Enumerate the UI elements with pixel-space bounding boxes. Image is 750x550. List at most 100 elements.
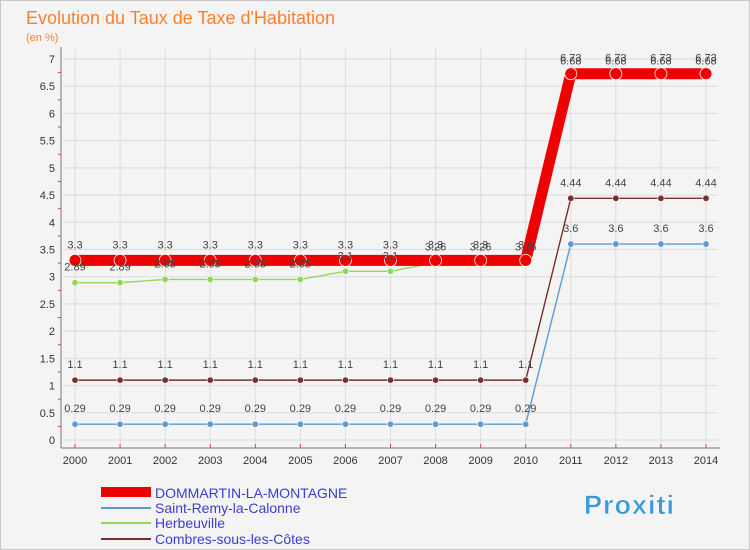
- data-label: 2.89: [64, 262, 85, 274]
- data-label: 3.3: [338, 239, 353, 251]
- data-label: 1.1: [518, 359, 533, 371]
- data-point: [657, 240, 665, 248]
- data-point: [477, 376, 485, 384]
- data-label: 3.3: [112, 239, 127, 251]
- data-point: [702, 194, 710, 202]
- data-point: [71, 376, 79, 384]
- data-point: [612, 194, 620, 202]
- data-label: 1.1: [428, 359, 443, 371]
- grid: [63, 49, 718, 448]
- data-label: 3.3: [67, 239, 82, 251]
- data-point: [384, 253, 397, 267]
- data-label: 0.29: [64, 403, 85, 415]
- data-point: [522, 420, 530, 428]
- data-label: 3.26: [425, 242, 446, 254]
- data-point: [161, 275, 169, 283]
- x-tick-label: 2008: [423, 455, 447, 467]
- data-label: 3.3: [518, 239, 533, 251]
- legend-label: Herbeuville: [155, 515, 225, 531]
- x-tick-label: 2014: [694, 455, 718, 467]
- y-tick-label: 7: [49, 54, 55, 66]
- data-point: [251, 376, 259, 384]
- data-label: 3.3: [157, 239, 172, 251]
- data-label: 3.6: [563, 223, 578, 235]
- data-label: 1.1: [67, 359, 82, 371]
- data-labels: 0.29 0.29 0.29 0.29 0.29 0.29 0.29 0.29 0.29 0.29…: [64, 53, 716, 416]
- data-point: [113, 253, 127, 267]
- y-tick-label: 0: [49, 435, 55, 447]
- data-point: [477, 420, 485, 428]
- proxiti-logo: Proxiti: [584, 490, 675, 520]
- y-axis-unit: (en %): [26, 32, 58, 44]
- data-label: 3.1: [383, 250, 398, 262]
- data-label: 2.95: [290, 258, 311, 270]
- data-label: 6.68: [695, 55, 716, 67]
- data-label: 3.6: [698, 223, 713, 235]
- y-tick-label: 6.5: [40, 81, 55, 93]
- data-label: 2.89: [109, 262, 130, 274]
- data-point: [386, 376, 394, 384]
- data-point: [161, 376, 169, 384]
- x-tick-label: 2009: [468, 455, 492, 467]
- data-label: 0.29: [109, 403, 130, 415]
- x-tick-label: 2012: [604, 455, 628, 467]
- data-label: 6.73: [650, 53, 671, 65]
- data-point: [296, 420, 304, 428]
- data-point: [68, 253, 82, 267]
- x-tick-label: 2013: [649, 455, 673, 467]
- y-tick-label: 0.5: [40, 408, 55, 420]
- data-label: 0.29: [200, 403, 221, 415]
- data-point: [386, 420, 394, 428]
- data-label: 3.3: [203, 239, 218, 251]
- x-tick-label: 2004: [243, 455, 267, 467]
- data-point: [429, 253, 442, 267]
- data-point: [432, 420, 440, 428]
- x-tick-label: 2010: [513, 455, 537, 467]
- data-point: [432, 376, 440, 384]
- data-label: 4.44: [695, 177, 716, 189]
- data-label: 0.29: [290, 403, 311, 415]
- data-point: [206, 376, 214, 384]
- data-point: [612, 240, 620, 248]
- data-label: 3.26: [470, 242, 491, 254]
- data-label: 3.3: [293, 239, 308, 251]
- x-tick-label: 2002: [153, 455, 177, 467]
- data-point: [293, 253, 307, 267]
- data-label: 3.6: [653, 223, 668, 235]
- data-point: [206, 275, 214, 283]
- legend-item: Combres-sous-les-Côtes: [101, 531, 310, 547]
- legend-label: DOMMARTIN-LA-MONTAGNE: [155, 485, 347, 501]
- legend-item: Herbeuville: [101, 515, 225, 531]
- x-tick-label: 2011: [559, 455, 583, 467]
- x-tick-label: 2006: [333, 455, 357, 467]
- data-point: [519, 253, 533, 267]
- y-tick-label: 4.5: [40, 190, 55, 202]
- data-label: 0.29: [335, 403, 356, 415]
- data-label: 1.1: [338, 359, 353, 371]
- data-label: 4.44: [605, 177, 626, 189]
- data-label: 0.29: [154, 403, 175, 415]
- data-label: 2.95: [154, 258, 175, 270]
- data-label: 2.95: [200, 258, 221, 270]
- data-point: [203, 253, 217, 267]
- y-tick-label: 5.5: [40, 136, 55, 148]
- data-label: 1.1: [112, 359, 127, 371]
- data-label: 0.29: [515, 403, 536, 415]
- legend-swatch: [101, 487, 151, 497]
- legend-item: DOMMARTIN-LA-MONTAGNE: [101, 485, 347, 501]
- y-tick-label: 3.5: [40, 245, 55, 257]
- data-point: [654, 67, 668, 81]
- y-tick-label: 6: [49, 108, 55, 120]
- y-tick-label: 1.5: [40, 353, 55, 365]
- y-tick-label: 2.5: [40, 299, 55, 311]
- data-point: [251, 420, 259, 428]
- data-point: [339, 253, 352, 267]
- data-point: [296, 275, 304, 283]
- y-tick-label: 2: [49, 326, 55, 338]
- y-tick-label: 3: [49, 272, 55, 284]
- x-tick-label: 2003: [198, 455, 222, 467]
- data-label: 4.44: [650, 177, 671, 189]
- data-point: [161, 420, 169, 428]
